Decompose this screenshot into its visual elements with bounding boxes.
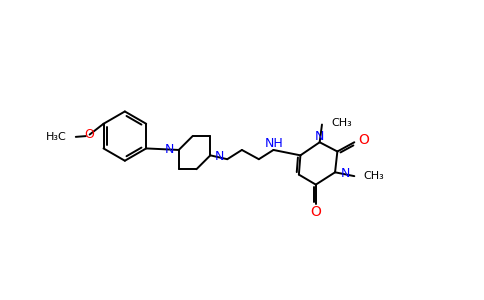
Text: N: N	[315, 130, 324, 143]
Text: CH₃: CH₃	[363, 171, 384, 181]
Text: O: O	[358, 133, 369, 147]
Text: N: N	[165, 143, 174, 156]
Text: O: O	[310, 205, 321, 219]
Text: N: N	[215, 150, 224, 163]
Text: N: N	[341, 167, 350, 180]
Text: O: O	[85, 128, 94, 141]
Text: CH₃: CH₃	[331, 118, 352, 128]
Text: NH: NH	[265, 137, 284, 150]
Text: H₃C: H₃C	[46, 132, 67, 142]
